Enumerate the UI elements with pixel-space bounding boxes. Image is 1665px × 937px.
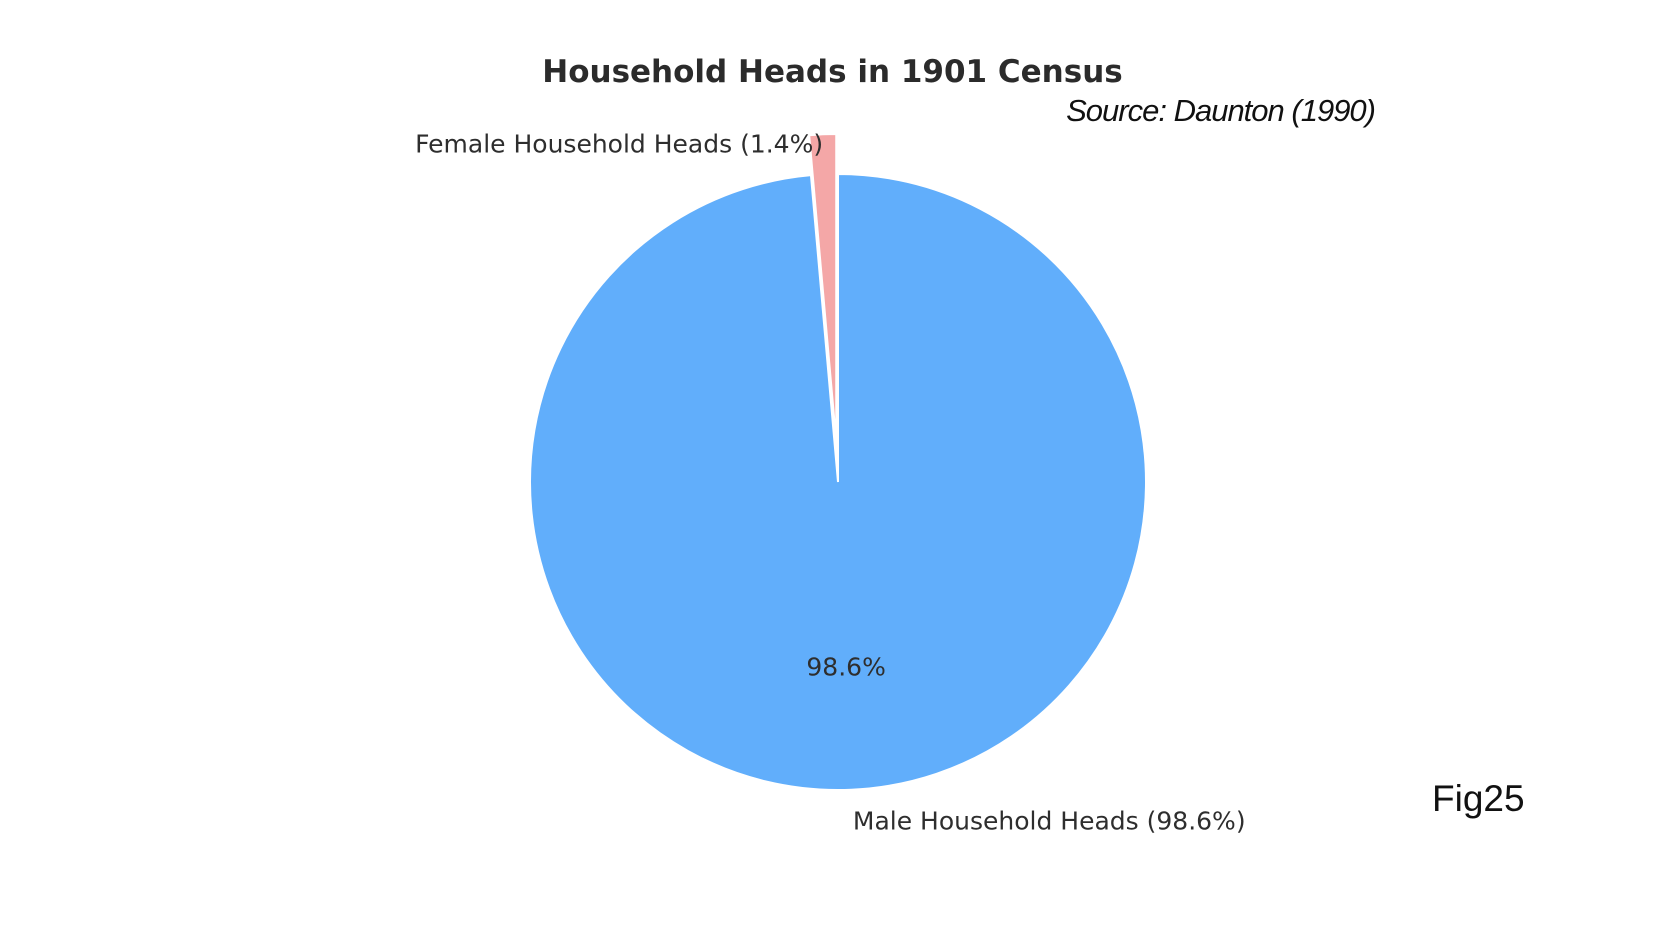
- figure-number: Fig25: [1432, 778, 1525, 819]
- slice-label-male-household-heads: Male Household Heads (98.6%): [853, 806, 1246, 835]
- chart-title: Household Heads in 1901 Census: [542, 54, 1123, 90]
- pie-slice-female-household-heads: [808, 133, 838, 443]
- slice-label-female-household-heads: Female Household Heads (1.4%): [415, 130, 823, 159]
- source-note: Source: Daunton (1990): [1066, 93, 1376, 128]
- pie-slice-male-household-heads: [529, 172, 1147, 791]
- slice-percent-male-household-heads: 98.6%: [806, 653, 885, 682]
